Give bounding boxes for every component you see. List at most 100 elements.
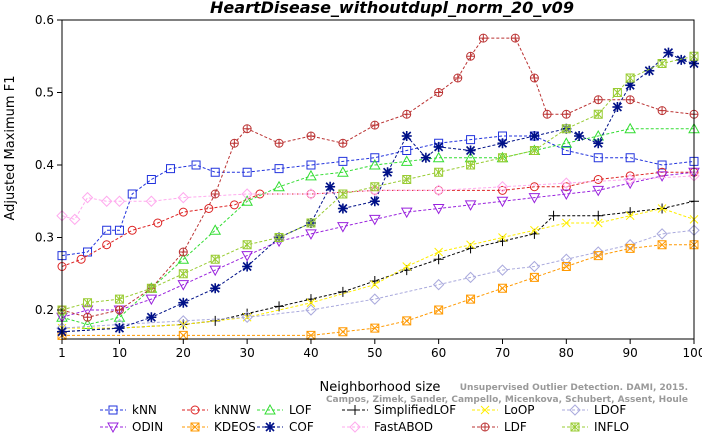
point-knnw bbox=[529, 182, 539, 192]
point-knn bbox=[370, 153, 380, 163]
point-odin bbox=[209, 265, 222, 277]
legend-marker-ldof bbox=[569, 404, 581, 416]
point-odin bbox=[560, 189, 573, 201]
point-simplifiedlof bbox=[593, 210, 604, 221]
x-tick-label: 90 bbox=[623, 346, 638, 360]
x-axis-title: Neighborhood size bbox=[320, 380, 441, 395]
point-ldf bbox=[478, 33, 488, 43]
point-inflo bbox=[657, 59, 667, 68]
legend-marker-odin bbox=[107, 422, 119, 434]
point-odin bbox=[177, 280, 190, 291]
point-ldof bbox=[464, 271, 477, 284]
point-odin bbox=[528, 193, 541, 204]
point-loop bbox=[466, 240, 475, 250]
x-tick-label: 40 bbox=[303, 346, 318, 360]
point-knnw bbox=[178, 207, 188, 217]
point-inflo bbox=[146, 283, 156, 293]
x-tick-label: 50 bbox=[367, 346, 382, 360]
point-cof bbox=[114, 323, 125, 334]
point-ldf bbox=[242, 124, 252, 134]
watermark-citation: Unsupervised Outlier Detection. DAMI, 20… bbox=[460, 383, 688, 393]
point-ldof bbox=[305, 304, 317, 316]
point-ldf bbox=[466, 51, 476, 61]
y-tick-label: 0.3 bbox=[35, 231, 54, 245]
point-knn bbox=[102, 225, 112, 235]
point-knn bbox=[242, 167, 252, 177]
point-knn bbox=[166, 164, 176, 174]
point-loop bbox=[402, 262, 412, 271]
point-ldf bbox=[542, 109, 552, 119]
legend-marker-lof bbox=[264, 403, 276, 415]
point-ldof bbox=[592, 246, 604, 258]
point-cof bbox=[420, 152, 431, 163]
series-line-inflo bbox=[61, 55, 695, 311]
point-ldf bbox=[210, 189, 220, 199]
legend-item-simplifiedlof: SimplifiedLOF bbox=[342, 403, 456, 417]
point-lof bbox=[337, 166, 349, 177]
legend-label-knnw: kNNW bbox=[214, 403, 251, 417]
series-ldf bbox=[57, 33, 699, 322]
watermark: Unsupervised Outlier Detection. DAMI, 20… bbox=[326, 383, 688, 405]
legend: kNN kNNW LOF SimplifiedLOF LoOP LDOF ODIN KDEOS… bbox=[100, 403, 629, 434]
point-kdeos bbox=[466, 294, 476, 304]
point-odin bbox=[305, 229, 317, 240]
legend-item-kdeos: KDEOS bbox=[182, 420, 256, 434]
point-ldf bbox=[453, 73, 463, 83]
point-fastabod bbox=[100, 195, 113, 207]
point-lof bbox=[113, 311, 126, 322]
point-cof bbox=[433, 141, 444, 152]
legend-label-lof: LOF bbox=[289, 403, 312, 417]
point-cof bbox=[593, 138, 604, 149]
point-ldof bbox=[624, 239, 636, 251]
point-ldf bbox=[229, 138, 239, 148]
point-knnw bbox=[204, 204, 214, 213]
legend-marker-ldf bbox=[480, 422, 490, 432]
legend-marker-knn bbox=[108, 405, 118, 415]
point-inflo bbox=[612, 88, 622, 97]
point-cof bbox=[612, 102, 623, 112]
watermark-authors: Campos, Zimek, Sander, Campello, Micenko… bbox=[326, 395, 688, 405]
point-knn bbox=[210, 167, 220, 177]
point-knn bbox=[114, 225, 124, 235]
legend-marker-knnw bbox=[190, 405, 200, 415]
x-tick-label: 30 bbox=[239, 346, 254, 360]
point-knn bbox=[191, 160, 201, 170]
point-fastabod bbox=[624, 173, 636, 186]
point-odin bbox=[592, 185, 605, 197]
point-ldof bbox=[528, 260, 541, 273]
point-lof bbox=[177, 253, 190, 264]
legend-marker-kdeos bbox=[190, 422, 200, 432]
point-kdeos bbox=[370, 323, 380, 333]
point-cof bbox=[676, 54, 687, 65]
point-knnw bbox=[102, 240, 112, 250]
legend-item-knnw: kNNW bbox=[182, 403, 251, 417]
point-odin bbox=[464, 200, 477, 211]
axes: 1 10 20 30 40 50 60 70 80 90 100 0.2 0.3 0.4 0.5 0.6 bbox=[35, 13, 702, 360]
point-knn bbox=[593, 153, 603, 163]
legend-label-ldf: LDF bbox=[504, 420, 527, 434]
chart-title: HeartDisease_withoutdupl_norm_20_v09 bbox=[210, 0, 574, 17]
y-axis-title: Adjusted Maximum F1 bbox=[3, 76, 18, 221]
point-knn bbox=[306, 160, 316, 170]
point-kdeos bbox=[561, 262, 571, 271]
point-knn bbox=[625, 153, 635, 163]
point-inflo bbox=[593, 109, 603, 119]
point-ldf bbox=[370, 120, 380, 130]
point-ldf bbox=[83, 312, 93, 322]
point-loop bbox=[530, 225, 539, 235]
point-cof bbox=[242, 261, 253, 272]
point-cof bbox=[465, 145, 476, 156]
point-lof bbox=[209, 224, 222, 235]
plot-area bbox=[56, 33, 700, 340]
point-knn bbox=[657, 160, 667, 170]
legend-label-odin: ODIN bbox=[132, 420, 163, 434]
point-knnw bbox=[76, 254, 86, 264]
point-ldf bbox=[561, 109, 571, 119]
legend-item-ldf: LDF bbox=[472, 420, 527, 434]
point-simplifiedlof bbox=[548, 210, 559, 221]
legend-item-knn: kNN bbox=[100, 403, 157, 417]
point-cof bbox=[497, 138, 508, 149]
x-tick-label: 60 bbox=[431, 346, 446, 360]
legend-marker-fastabod bbox=[349, 421, 361, 433]
